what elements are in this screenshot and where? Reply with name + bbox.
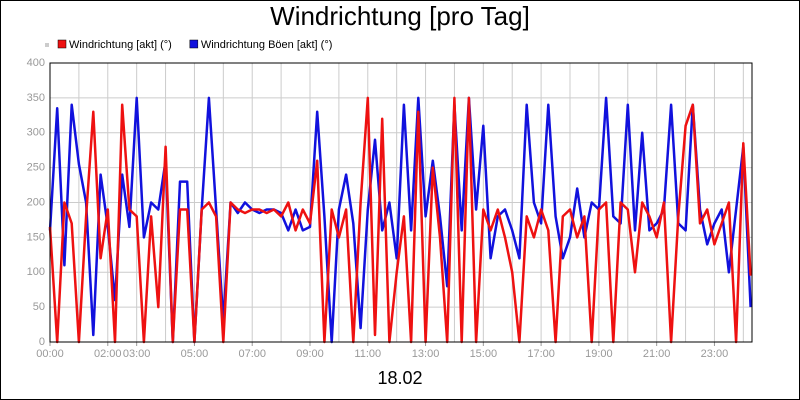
- plot-border: [49, 62, 753, 343]
- y-tick-label: 300: [27, 127, 45, 139]
- y-tick-label: 200: [27, 196, 45, 208]
- line-series: [48, 96, 752, 344]
- y-tick-label: 50: [33, 301, 45, 313]
- x-tick-label: 03:00: [123, 348, 151, 360]
- legend-swatch: [189, 39, 199, 49]
- x-tick-label: 15:00: [470, 348, 498, 360]
- x-tick-label: 21:00: [643, 348, 671, 360]
- x-tick-label: 13:00: [412, 348, 440, 360]
- x-tick-label: 19:00: [585, 348, 613, 360]
- x-axis-label: 18.02: [377, 368, 422, 388]
- y-tick-label: 250: [27, 162, 45, 174]
- x-tick-label: 05:00: [181, 348, 209, 360]
- x-tick-label: 23:00: [701, 348, 729, 360]
- legend-marker: [45, 43, 49, 47]
- x-tick-label: 11:00: [354, 348, 381, 360]
- y-tick-label: 0: [39, 336, 45, 348]
- chart-title: Windrichtung [pro Tag]: [270, 1, 530, 31]
- x-tick-label: 07:00: [238, 348, 266, 360]
- legend-label: Windrichtung Böen [akt] (°): [201, 39, 333, 51]
- y-tick-label: 350: [27, 92, 45, 104]
- legend-label: Windrichtung [akt] (°): [69, 39, 172, 51]
- y-tick-label: 100: [27, 266, 45, 278]
- legend-swatch: [57, 39, 67, 49]
- x-tick-label: 17:00: [527, 348, 555, 360]
- y-tick-label: 150: [27, 231, 45, 243]
- x-tick-label: 00:00: [36, 348, 64, 360]
- y-tick-label: 400: [27, 57, 45, 69]
- x-tick-label: 09:00: [296, 348, 324, 360]
- x-tick-label: 02:00: [94, 348, 122, 360]
